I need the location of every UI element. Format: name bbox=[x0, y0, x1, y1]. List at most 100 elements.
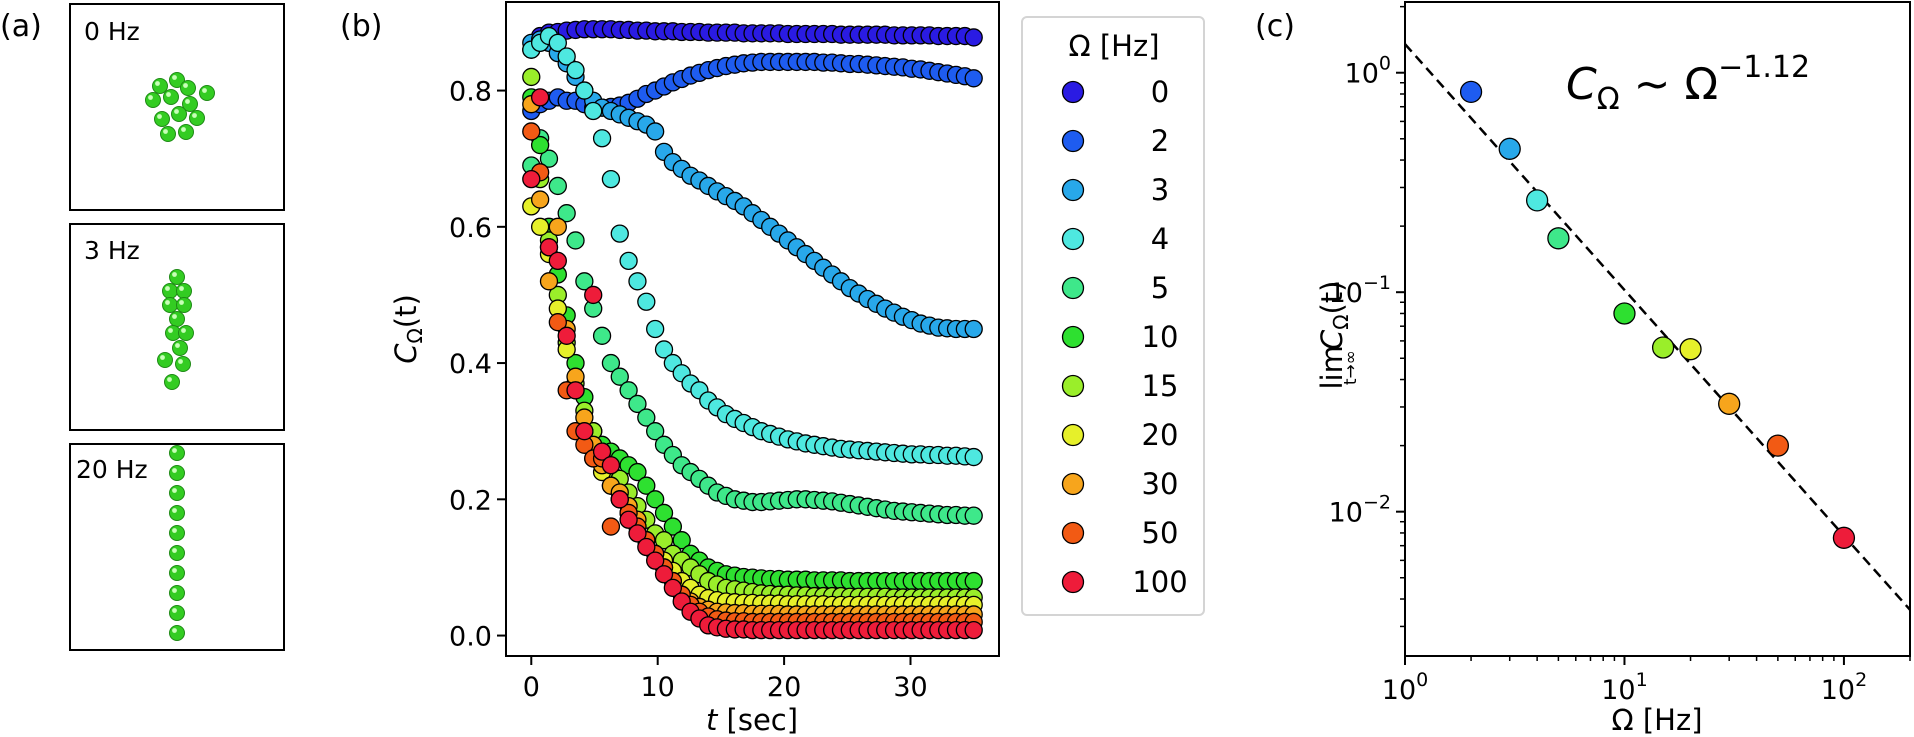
data-point bbox=[964, 28, 983, 47]
particle-highlight bbox=[172, 75, 177, 80]
particle bbox=[160, 126, 176, 142]
asymptote-point bbox=[1766, 434, 1790, 457]
data-point bbox=[654, 565, 674, 584]
legend-marker-20 bbox=[1061, 423, 1085, 447]
asymptote-point bbox=[1718, 392, 1741, 415]
data-point bbox=[530, 217, 550, 236]
series-30-hz bbox=[522, 95, 983, 624]
y-tick-label: 0.0 bbox=[449, 622, 492, 653]
particle-highlight bbox=[179, 286, 184, 291]
legend-label-10: 10 bbox=[1142, 320, 1179, 354]
particle bbox=[178, 124, 194, 140]
particle-highlight bbox=[181, 127, 186, 132]
particle bbox=[157, 352, 173, 368]
particle bbox=[169, 625, 185, 641]
particle-highlight bbox=[157, 114, 162, 119]
tick-label: 10−1 bbox=[1329, 272, 1391, 309]
particle bbox=[180, 80, 196, 96]
tick-label: 102 bbox=[1821, 669, 1867, 706]
data-point bbox=[610, 224, 629, 243]
particle bbox=[171, 106, 187, 122]
legend-label-15: 15 bbox=[1142, 369, 1179, 403]
data-point bbox=[584, 285, 603, 305]
particle-highlight bbox=[192, 113, 197, 118]
particle bbox=[163, 89, 179, 105]
panel-label-b: (b) bbox=[340, 9, 382, 44]
particle-highlight bbox=[172, 628, 177, 633]
particle bbox=[172, 340, 188, 356]
asymptote-point bbox=[1459, 80, 1483, 104]
particle-highlight bbox=[172, 468, 177, 473]
data-point bbox=[522, 122, 541, 141]
particle-highlight bbox=[160, 355, 165, 360]
series-5-hz bbox=[522, 129, 983, 525]
particle-highlight bbox=[172, 488, 177, 493]
data-point bbox=[566, 60, 585, 80]
particle-highlight bbox=[168, 328, 173, 333]
data-point bbox=[539, 149, 559, 168]
particle bbox=[169, 445, 185, 461]
particle-highlight bbox=[172, 448, 177, 453]
legend-marker-15 bbox=[1061, 374, 1085, 398]
asymptote-point bbox=[1679, 338, 1702, 361]
data-point bbox=[592, 129, 612, 148]
data-point bbox=[610, 367, 629, 386]
data-point bbox=[637, 408, 656, 427]
particle-highlight bbox=[185, 99, 190, 104]
legend-label-0: 0 bbox=[1151, 75, 1169, 109]
particle bbox=[162, 297, 178, 313]
x-tick-label: 0 bbox=[523, 672, 540, 703]
panel-b-series bbox=[522, 20, 983, 640]
panel-c-series bbox=[1459, 80, 1856, 549]
data-point bbox=[964, 506, 983, 525]
legend-title: Ω [Hz] bbox=[1068, 29, 1159, 63]
data-point bbox=[628, 272, 647, 291]
data-point bbox=[964, 69, 983, 88]
data-point bbox=[575, 272, 594, 291]
data-point bbox=[539, 272, 559, 291]
data-point bbox=[548, 176, 567, 196]
legend-label-2: 2 bbox=[1151, 124, 1169, 158]
x-tick-label: 30 bbox=[893, 672, 927, 703]
y-tick-label: 0.2 bbox=[449, 485, 492, 516]
particle-highlight bbox=[155, 81, 160, 86]
particle bbox=[175, 356, 191, 372]
particle bbox=[178, 325, 194, 341]
data-point bbox=[646, 319, 665, 339]
particle bbox=[154, 111, 170, 127]
data-point bbox=[557, 47, 576, 66]
particle-highlight bbox=[166, 92, 171, 97]
data-point bbox=[566, 381, 585, 400]
data-point bbox=[601, 353, 621, 373]
series-100-hz bbox=[522, 88, 983, 640]
legend-label-4: 4 bbox=[1151, 222, 1169, 256]
data-point bbox=[601, 169, 621, 189]
asymptote-point bbox=[1525, 189, 1549, 212]
legend-label-3: 3 bbox=[1151, 173, 1169, 207]
snapshot-particles-0hz bbox=[145, 72, 215, 142]
series-50-hz bbox=[522, 122, 983, 632]
data-point bbox=[548, 251, 567, 271]
particle-highlight bbox=[183, 83, 188, 88]
asymptote-point bbox=[1547, 227, 1570, 250]
legend-marker-50 bbox=[1061, 521, 1085, 545]
particle-highlight bbox=[181, 328, 186, 333]
data-point bbox=[619, 251, 638, 271]
series-0-hz bbox=[522, 20, 983, 59]
legend-marker-2 bbox=[1061, 129, 1085, 153]
panel-b-ylabel: CΩ(t) bbox=[389, 294, 427, 364]
legend-label-5: 5 bbox=[1151, 271, 1169, 305]
data-point bbox=[628, 524, 647, 543]
data-point bbox=[530, 88, 550, 107]
particle-highlight bbox=[179, 300, 184, 305]
x-tick-label: 10 bbox=[641, 672, 675, 703]
data-point bbox=[628, 394, 647, 414]
legend-marker-0 bbox=[1061, 80, 1085, 104]
series-15-hz bbox=[522, 67, 983, 607]
particle bbox=[169, 545, 185, 561]
data-point bbox=[964, 571, 983, 591]
particle bbox=[176, 283, 192, 299]
data-point bbox=[566, 231, 585, 250]
data-point bbox=[539, 238, 559, 257]
particle-highlight bbox=[172, 528, 177, 533]
